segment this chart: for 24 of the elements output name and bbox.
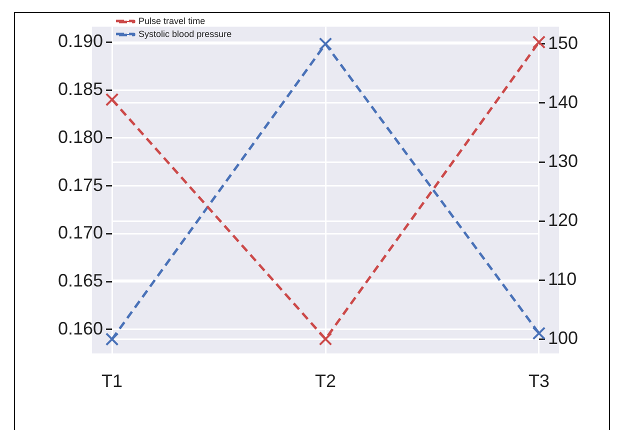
y-tick-label: 0.185 [58, 78, 104, 99]
x-tick-label: T2 [315, 371, 336, 392]
x-tick-label: T1 [102, 371, 123, 392]
y-tick-label: 0.160 [58, 318, 104, 338]
y2-tick-label: 130 [548, 151, 578, 172]
point [105, 332, 119, 346]
point [105, 92, 119, 106]
y2-tick-label: 120 [548, 210, 578, 230]
x-tick-label: T3 [528, 371, 550, 392]
point [532, 35, 546, 49]
legend-label: Systolic blood pressure [138, 28, 232, 39]
point [318, 332, 332, 346]
y-tick-label: 0.175 [58, 174, 104, 195]
y2-tick-label: 110 [548, 269, 577, 290]
y2-tick-label: 140 [548, 92, 578, 112]
y-tick-label: 0.170 [58, 222, 104, 243]
y-tick-label: 0.190 [58, 31, 104, 52]
y-tick-label: 0.180 [58, 126, 104, 147]
point [318, 37, 332, 51]
y-tick-label: 0.165 [58, 270, 104, 291]
y2-tick-label: 100 [548, 328, 578, 348]
y2-tick-label: 150 [548, 32, 578, 53]
legend-label: Pulse travel time [138, 16, 206, 26]
point [532, 326, 546, 340]
